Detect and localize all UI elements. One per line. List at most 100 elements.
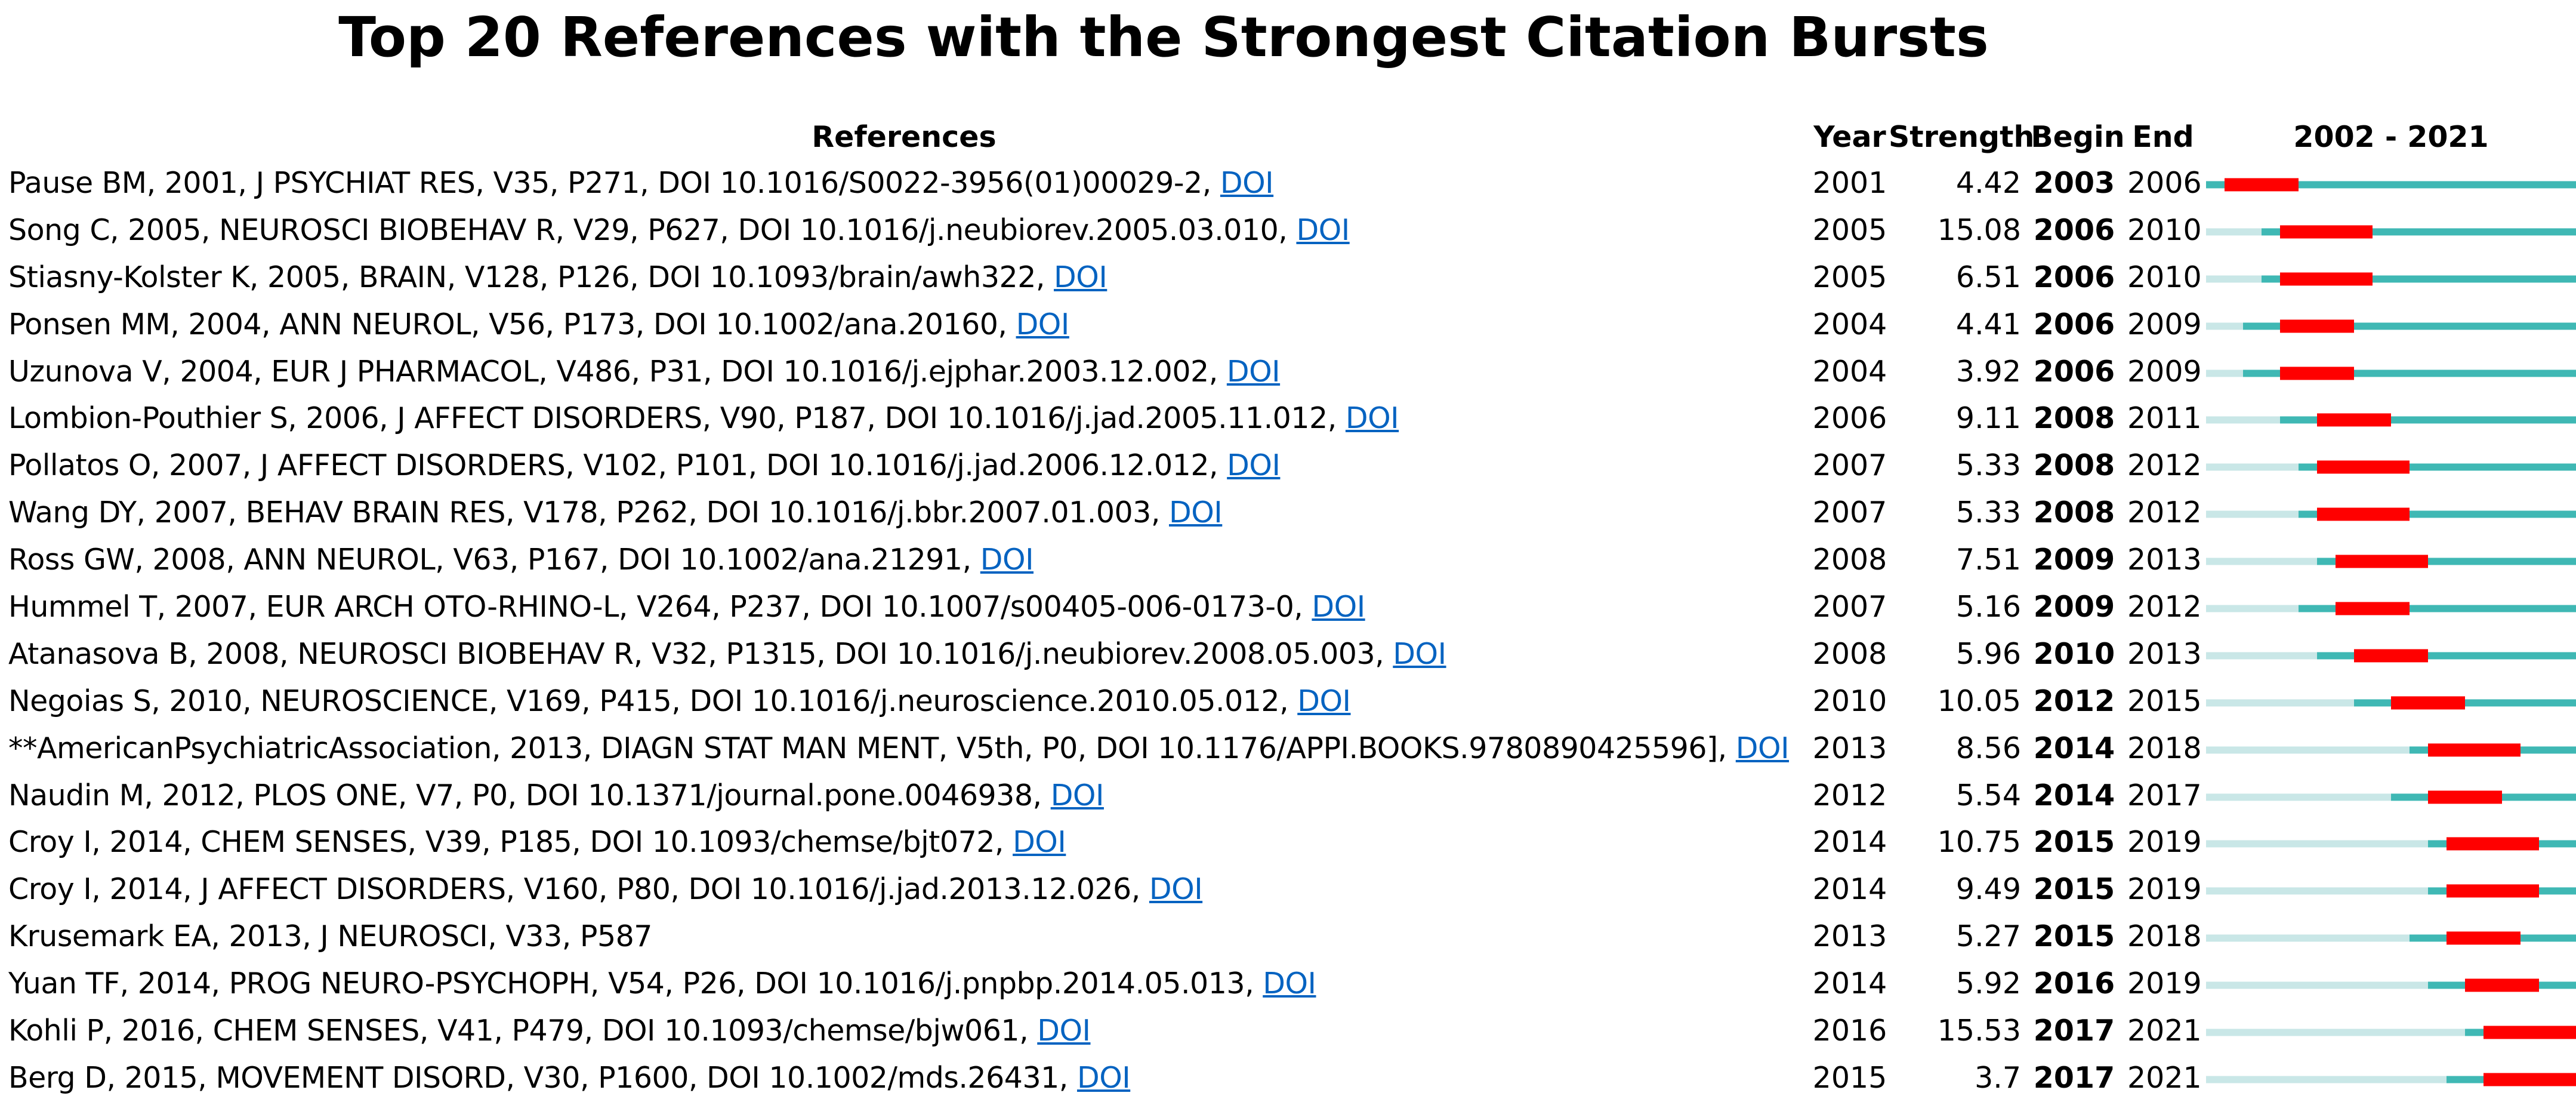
burst-segment bbox=[2280, 225, 2373, 239]
reference-text: Stiasny-Kolster K, 2005, BRAIN, V128, P1… bbox=[8, 260, 1054, 294]
year-cell: 2008 bbox=[1812, 636, 1887, 671]
year-cell: 2010 bbox=[1812, 684, 1887, 718]
burst-segment bbox=[2465, 978, 2539, 992]
doi-link[interactable]: DOI bbox=[1076, 1060, 1131, 1095]
inactive-segment bbox=[2206, 746, 2410, 754]
reference-text: Lombion-Pouthier S, 2006, J AFFECT DISOR… bbox=[8, 401, 1346, 436]
table-row: Berg D, 2015, MOVEMENT DISORD, V30, P160… bbox=[0, 1055, 2576, 1102]
reference-text: Wang DY, 2007, BEHAV BRAIN RES, V178, P2… bbox=[8, 495, 1169, 530]
strength-cell: 3.7 bbox=[1975, 1060, 2021, 1095]
burst-timeline bbox=[2206, 837, 2576, 851]
begin-cell: 2015 bbox=[2033, 825, 2115, 860]
burst-segment bbox=[2280, 367, 2354, 380]
reference-text: Negoias S, 2010, NEUROSCIENCE, V169, P41… bbox=[8, 684, 1298, 718]
doi-link[interactable]: DOI bbox=[1016, 307, 1070, 341]
doi-link[interactable]: DOI bbox=[1169, 495, 1223, 530]
inactive-segment bbox=[2206, 322, 2243, 330]
strength-cell: 5.16 bbox=[1955, 590, 2021, 624]
header-begin: Begin bbox=[2031, 120, 2125, 154]
end-cell: 2009 bbox=[2127, 354, 2202, 389]
table-row: Negoias S, 2010, NEUROSCIENCE, V169, P41… bbox=[0, 678, 2576, 725]
reference-cell: Stiasny-Kolster K, 2005, BRAIN, V128, P1… bbox=[8, 254, 1107, 301]
inactive-segment bbox=[2206, 1029, 2465, 1036]
reference-text: Croy I, 2014, CHEM SENSES, V39, P185, DO… bbox=[8, 825, 1013, 860]
burst-timeline bbox=[2206, 696, 2576, 710]
end-cell: 2012 bbox=[2127, 495, 2202, 530]
year-cell: 2013 bbox=[1812, 731, 1887, 765]
year-cell: 2006 bbox=[1812, 401, 1887, 436]
doi-link[interactable]: DOI bbox=[1345, 401, 1399, 436]
end-cell: 2018 bbox=[2127, 731, 2202, 765]
reference-cell: Uzunova V, 2004, EUR J PHARMACOL, V486, … bbox=[8, 349, 1281, 396]
year-cell: 2007 bbox=[1812, 448, 1887, 483]
doi-link[interactable]: DOI bbox=[1296, 213, 1350, 247]
doi-link[interactable]: DOI bbox=[1037, 1014, 1091, 1048]
inactive-segment bbox=[2206, 558, 2317, 565]
inactive-segment bbox=[2206, 934, 2410, 942]
burst-segment bbox=[2447, 931, 2521, 945]
reference-cell: Wang DY, 2007, BEHAV BRAIN RES, V178, P2… bbox=[8, 490, 1223, 537]
doi-link[interactable]: DOI bbox=[1054, 260, 1107, 294]
burst-segment bbox=[2447, 884, 2539, 898]
doi-link[interactable]: DOI bbox=[1220, 166, 1274, 200]
inactive-segment bbox=[2206, 981, 2428, 989]
end-cell: 2011 bbox=[2127, 401, 2202, 436]
burst-segment bbox=[2225, 178, 2299, 192]
year-cell: 2014 bbox=[1812, 872, 1887, 907]
burst-segment bbox=[2428, 790, 2502, 804]
burst-timeline bbox=[2206, 460, 2576, 474]
doi-link[interactable]: DOI bbox=[1297, 684, 1351, 718]
end-cell: 2013 bbox=[2127, 636, 2202, 671]
table-row: Croy I, 2014, CHEM SENSES, V39, P185, DO… bbox=[0, 819, 2576, 866]
doi-link[interactable]: DOI bbox=[1050, 778, 1105, 812]
reference-text: Croy I, 2014, J AFFECT DISORDERS, V160, … bbox=[8, 872, 1149, 907]
burst-segment bbox=[2354, 649, 2428, 663]
doi-link[interactable]: DOI bbox=[1149, 872, 1203, 907]
table-row: **AmericanPsychiatricAssociation, 2013, … bbox=[0, 725, 2576, 772]
reference-text: Naudin M, 2012, PLOS ONE, V7, P0, DOI 10… bbox=[8, 778, 1051, 812]
reference-cell: Ross GW, 2008, ANN NEUROL, V63, P167, DO… bbox=[8, 537, 1034, 584]
doi-link[interactable]: DOI bbox=[980, 543, 1034, 577]
burst-segment bbox=[2317, 507, 2410, 521]
strength-cell: 4.41 bbox=[1955, 307, 2021, 341]
table-row: Kohli P, 2016, CHEM SENSES, V41, P479, D… bbox=[0, 1008, 2576, 1055]
end-cell: 2019 bbox=[2127, 966, 2202, 1001]
table-row: Naudin M, 2012, PLOS ONE, V7, P0, DOI 10… bbox=[0, 772, 2576, 820]
reference-text: Pollatos O, 2007, J AFFECT DISORDERS, V1… bbox=[8, 448, 1227, 483]
begin-cell: 2015 bbox=[2033, 919, 2115, 954]
reference-cell: Negoias S, 2010, NEUROSCIENCE, V169, P41… bbox=[8, 678, 1351, 725]
doi-link[interactable]: DOI bbox=[1227, 448, 1281, 483]
reference-cell: Pollatos O, 2007, J AFFECT DISORDERS, V1… bbox=[8, 442, 1281, 490]
doi-link[interactable]: DOI bbox=[1312, 590, 1365, 624]
reference-text: Uzunova V, 2004, EUR J PHARMACOL, V486, … bbox=[8, 354, 1227, 389]
reference-cell: Lombion-Pouthier S, 2006, J AFFECT DISOR… bbox=[8, 395, 1399, 442]
doi-link[interactable]: DOI bbox=[1735, 731, 1790, 765]
begin-cell: 2008 bbox=[2033, 495, 2115, 530]
table-row: Croy I, 2014, J AFFECT DISORDERS, V160, … bbox=[0, 866, 2576, 913]
reference-text: Yuan TF, 2014, PROG NEURO-PSYCHOPH, V54,… bbox=[8, 966, 1263, 1001]
year-cell: 2016 bbox=[1812, 1014, 1887, 1048]
end-cell: 2019 bbox=[2127, 825, 2202, 860]
header-references: References bbox=[812, 120, 997, 154]
strength-cell: 3.92 bbox=[1955, 354, 2021, 389]
reference-text: Berg D, 2015, MOVEMENT DISORD, V30, P160… bbox=[8, 1060, 1077, 1095]
table-row: Pollatos O, 2007, J AFFECT DISORDERS, V1… bbox=[0, 442, 2576, 490]
burst-timeline bbox=[2206, 555, 2576, 568]
doi-link[interactable]: DOI bbox=[1013, 825, 1066, 860]
doi-link[interactable]: DOI bbox=[1226, 354, 1281, 389]
strength-cell: 7.51 bbox=[1955, 543, 2021, 577]
doi-link[interactable]: DOI bbox=[1263, 966, 1316, 1001]
end-cell: 2015 bbox=[2127, 684, 2202, 718]
burst-timeline bbox=[2206, 649, 2576, 663]
reference-cell: Song C, 2005, NEUROSCI BIOBEHAV R, V29, … bbox=[8, 207, 1350, 254]
year-cell: 2005 bbox=[1812, 260, 1887, 294]
end-cell: 2010 bbox=[2127, 213, 2202, 247]
doi-link[interactable]: DOI bbox=[1393, 636, 1446, 671]
inactive-segment bbox=[2206, 652, 2317, 660]
strength-cell: 5.33 bbox=[1955, 495, 2021, 530]
end-cell: 2021 bbox=[2127, 1060, 2202, 1095]
table-row: Hummel T, 2007, EUR ARCH OTO-RHINO-L, V2… bbox=[0, 584, 2576, 631]
begin-cell: 2003 bbox=[2033, 166, 2115, 200]
burst-timeline bbox=[2206, 413, 2576, 427]
burst-timeline bbox=[2206, 1073, 2576, 1086]
